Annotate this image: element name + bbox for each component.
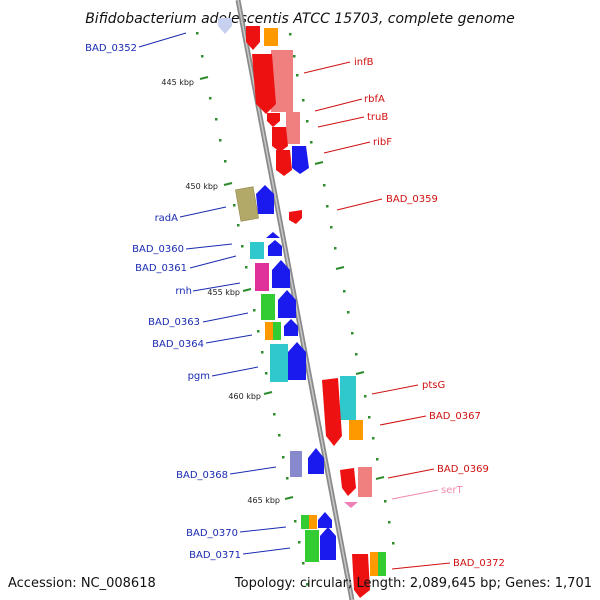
tick-label-450: 450 kbp xyxy=(185,182,218,191)
gene-block-0360-cog xyxy=(250,242,264,259)
gene-arrow-BAD_0368 xyxy=(308,448,324,474)
gene-block-ptsG-cog xyxy=(340,376,356,420)
kbp-tick-marks xyxy=(199,76,385,500)
label-BAD_0367: BAD_0367 xyxy=(429,411,481,422)
gene-block-truB-cog xyxy=(286,112,300,144)
gene-block-0368-cog xyxy=(290,451,302,477)
gene-arrow-BAD_0364 xyxy=(284,319,298,336)
left-label-connectors xyxy=(138,32,291,555)
tick-label-465: 465 kbp xyxy=(247,496,280,505)
gene-arrow-BAD_0372 xyxy=(352,554,370,598)
tick-label-460: 460 kbp xyxy=(228,392,261,401)
gene-arrow-radA xyxy=(256,185,274,214)
gene-arrow-rbfA xyxy=(267,113,280,127)
gene-block-0361-cog xyxy=(255,263,269,291)
gene-block-0370-cog-a xyxy=(301,515,309,529)
gene-block-0371-cog xyxy=(305,530,319,562)
label-rbfA: rbfA xyxy=(364,94,385,105)
label-BAD_0360: BAD_0360 xyxy=(132,244,184,255)
gene-arrow-infB xyxy=(252,54,276,114)
gene-block-rnh-cog xyxy=(261,294,275,320)
gene-block-0372-cog-a xyxy=(370,552,378,576)
label-ribF: ribF xyxy=(373,137,392,148)
label-BAD_0369: BAD_0369 xyxy=(437,464,489,475)
gene-block-pgm-cog xyxy=(270,344,288,382)
label-ptsG: ptsG xyxy=(422,380,445,391)
label-radA: radA xyxy=(155,213,179,224)
map-title: Bifidobacterium adolescentis ATCC 15703,… xyxy=(85,11,515,27)
gene-arrow-BAD_0371 xyxy=(320,527,336,560)
tick-label-445: 445 kbp xyxy=(161,78,194,87)
label-BAD_0364: BAD_0364 xyxy=(152,339,204,350)
gene-block-top-cog xyxy=(264,28,278,46)
gene-block-0363-cog-a xyxy=(265,322,273,340)
gene-arrow-rnh xyxy=(278,290,296,318)
right-gene-labels: infB rbfA truB ribF BAD_0359 ptsG BAD_03… xyxy=(354,57,505,569)
accession-text: Accession: NC_008618 xyxy=(8,576,156,591)
label-infB: infB xyxy=(354,57,374,68)
gene-arrow-BAD_0370 xyxy=(318,512,332,528)
gene-block-0370-cog-b xyxy=(309,515,317,529)
label-BAD_0363: BAD_0363 xyxy=(148,317,200,328)
label-serT: serT xyxy=(441,485,463,496)
right-label-connectors xyxy=(303,61,451,570)
gene-arrow-top-red xyxy=(246,26,260,50)
gene-arrow-ribF-a xyxy=(276,150,292,176)
dotted-guides xyxy=(196,32,395,586)
gene-arrow-serT xyxy=(344,502,358,508)
gene-block-infB-cog xyxy=(271,50,293,112)
cog-blocks xyxy=(235,28,386,576)
serT-connector xyxy=(391,489,439,500)
label-BAD_0359: BAD_0359 xyxy=(386,194,438,205)
label-BAD_0371: BAD_0371 xyxy=(189,550,241,561)
gene-arrow-BAD_0352 xyxy=(218,18,232,34)
label-pgm: pgm xyxy=(188,371,210,382)
gene-block-radA-cog xyxy=(235,186,259,222)
gene-arrow-ptsG xyxy=(322,378,342,446)
gene-arrow-BAD_0369 xyxy=(340,468,356,496)
label-rnh: rnh xyxy=(175,286,192,297)
gene-arrow-truB xyxy=(272,127,288,152)
label-BAD_0372: BAD_0372 xyxy=(453,558,505,569)
label-truB: truB xyxy=(367,112,388,123)
gene-block-0363-cog-b xyxy=(273,322,281,340)
gene-block-0372-cog-b xyxy=(378,552,386,576)
gene-block-0367-cog xyxy=(349,420,363,440)
gene-arrow-ribF-b xyxy=(292,146,309,174)
gene-arrow-BAD_0361 xyxy=(272,260,290,288)
left-gene-labels: BAD_0352 radA BAD_0360 BAD_0361 rnh BAD_… xyxy=(85,43,241,561)
gene-arrows xyxy=(218,18,370,598)
label-BAD_0370: BAD_0370 xyxy=(186,528,238,539)
gene-block-0369-cog xyxy=(358,467,372,497)
genome-summary-text: Topology: circular; Length: 2,089,645 bp… xyxy=(234,576,592,591)
gene-arrow-BAD_0360 xyxy=(268,240,282,256)
gene-arrow-BAD_0359 xyxy=(289,210,302,224)
label-BAD_0352: BAD_0352 xyxy=(85,43,137,54)
label-BAD_0361: BAD_0361 xyxy=(135,263,187,274)
label-BAD_0368: BAD_0368 xyxy=(176,470,228,481)
gene-arrow-pgm xyxy=(288,342,306,380)
tick-label-455: 455 kbp xyxy=(207,288,240,297)
gene-arrow-BAD_0360-top xyxy=(266,232,280,238)
